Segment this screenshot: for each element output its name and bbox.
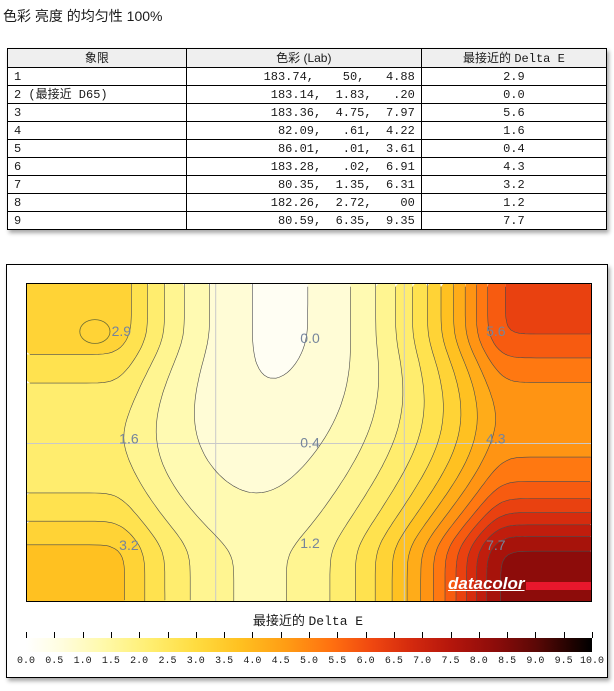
svg-text:0.0: 0.0 [300, 330, 320, 346]
svg-text:1.2: 1.2 [300, 535, 320, 551]
svg-text:7.7: 7.7 [486, 537, 506, 553]
svg-text:2.9: 2.9 [112, 323, 132, 339]
svg-text:3.2: 3.2 [119, 537, 139, 553]
svg-text:5.6: 5.6 [486, 323, 506, 339]
svg-text:1.6: 1.6 [119, 431, 139, 447]
svg-text:0.4: 0.4 [300, 434, 320, 450]
svg-text:4.3: 4.3 [486, 431, 506, 447]
